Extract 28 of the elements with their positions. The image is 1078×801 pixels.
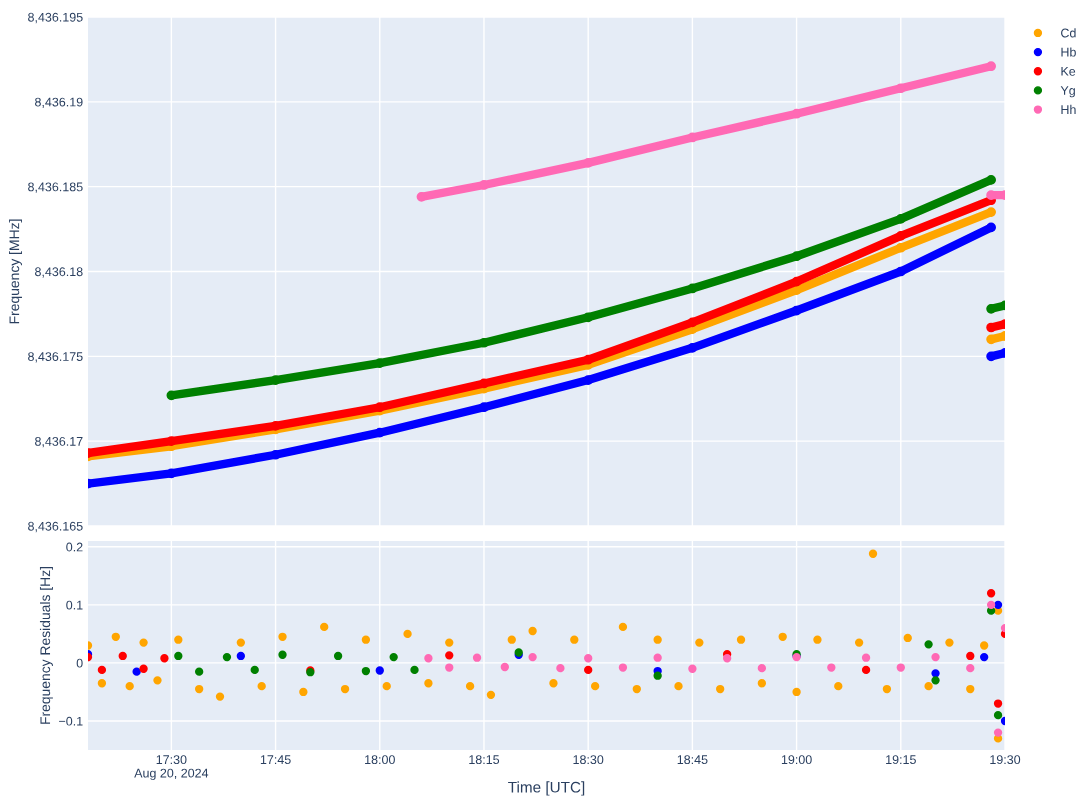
- y-axis-title: Frequency Residuals [Hz]: [39, 566, 53, 724]
- legend-label: Yg: [1060, 86, 1075, 98]
- legend-label: Hb: [1061, 47, 1076, 57]
- y-tick-label: 0.1: [66, 600, 83, 610]
- y-tick-label: 8,436.17: [35, 436, 83, 448]
- x-tick-label: 19:00: [781, 755, 812, 765]
- x-tick-label: 19:15: [886, 755, 916, 765]
- y-tick-label: 8,436.195: [28, 12, 83, 24]
- y-tick-label: 8,436.18: [35, 267, 83, 278]
- legend-label: Ke: [1061, 67, 1076, 76]
- y-tick-label: 8,436.19: [35, 97, 83, 108]
- y-tick-label: 0: [76, 658, 83, 668]
- legend-label: Hh: [1061, 104, 1076, 114]
- x-tick-label: 18:30: [573, 755, 604, 765]
- y-tick-label: −0.1: [59, 716, 83, 726]
- x-tick-label: 18:45: [677, 755, 708, 765]
- legend-label: Cd: [1061, 28, 1076, 38]
- x-tick-label: 17:45: [260, 755, 291, 765]
- y-tick-label: 8,436.175: [28, 352, 83, 363]
- y-axis-title: Frequency [MHz]: [9, 219, 22, 324]
- y-tick-label: 0.2: [66, 542, 83, 552]
- x-axis-title: Time [UTC]: [508, 781, 585, 796]
- x-tick-label: 18:00: [365, 755, 395, 765]
- x-tick-label: 17:30 Aug 20, 2024: [134, 755, 209, 780]
- y-tick-label: 8,436.165: [28, 521, 83, 533]
- y-tick-label: 8,436.185: [28, 182, 83, 193]
- x-tick-label: 19:30: [990, 755, 1021, 765]
- x-tick-label: 18:15: [469, 755, 500, 765]
